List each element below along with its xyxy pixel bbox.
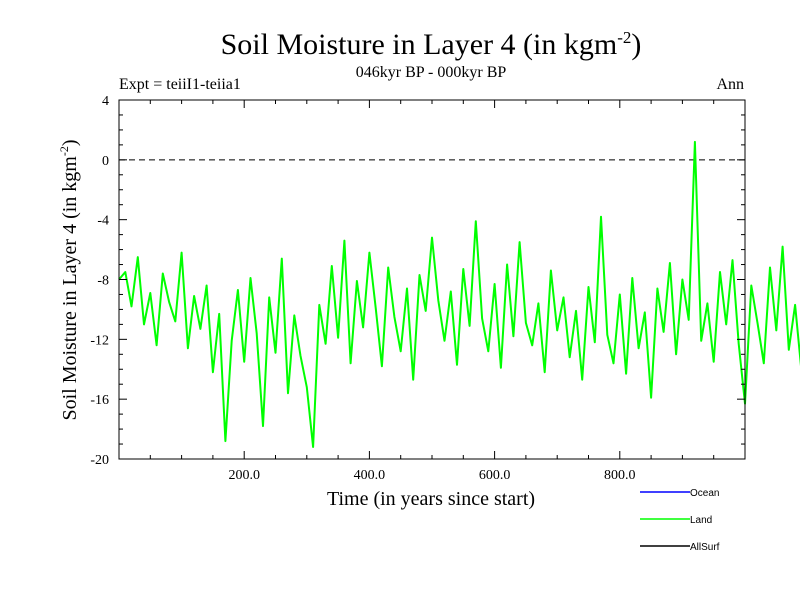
y-axis-label-main: Soil Moisture in Layer 4 (in kgm [59,156,81,421]
x-tick-label: 800.0 [604,468,636,483]
y-tick-label: -8 [97,274,109,289]
series-line-land [118,140,800,448]
y-tick-label: 0 [102,154,109,169]
legend-label-land: Land [690,515,712,526]
y-axis-label-sup: -2 [57,146,71,156]
y-axis-label-close: ) [59,139,81,146]
chart-subtitle: 046kyr BP - 000kyr BP [355,64,507,81]
x-tick-label: 600.0 [479,468,511,483]
y-tick-label: -4 [97,214,109,229]
plot-area: 4 0 -4 -8 -12 -16 -20 200.0 400.0 600.0 800.0 [90,94,800,483]
y-tick-label: -16 [90,393,109,408]
chart-title-main: Soil Moisture in Layer 4 (in kgm [220,28,618,61]
x-tick-label: 400.0 [354,468,386,483]
chart-title-sup: -2 [617,28,632,47]
y-axis-label: Soil Moisture in Layer 4 (in kgm-2) [57,139,81,420]
y-tick-label: 4 [102,94,109,109]
x-axis-label: Time (in years since start) [327,488,535,510]
legend: Ocean Land AllSurf [640,488,720,553]
experiment-label: Expt = teiiI1-teiia1 [119,76,241,93]
chart-title: Soil Moisture in Layer 4 (in kgm-2) [0,28,800,62]
legend-label-ocean: Ocean [690,488,719,499]
y-tick-label: -20 [90,453,109,468]
legend-label-allsurf: AllSurf [690,542,720,553]
plot-frame [118,99,746,460]
y-tick-label: -12 [90,333,109,348]
x-tick-label: 200.0 [228,468,260,483]
season-label: Ann [716,76,744,93]
chart-title-close: ) [631,28,642,61]
